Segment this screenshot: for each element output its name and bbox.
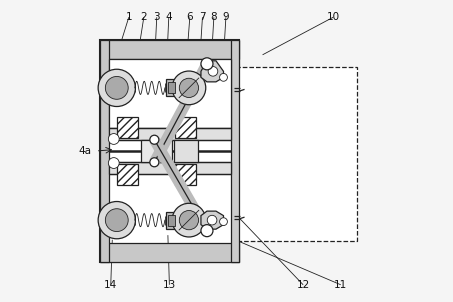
Text: 13: 13 — [163, 280, 176, 290]
Polygon shape — [201, 61, 223, 82]
Bar — [117, 117, 138, 138]
Bar — [100, 40, 239, 262]
Bar — [100, 243, 239, 262]
Circle shape — [106, 76, 128, 99]
Circle shape — [220, 73, 227, 81]
Circle shape — [106, 209, 128, 232]
Text: 1: 1 — [125, 12, 132, 22]
Circle shape — [208, 66, 218, 76]
Text: 12: 12 — [297, 280, 310, 290]
Circle shape — [108, 133, 119, 144]
Polygon shape — [201, 211, 223, 229]
Text: 3: 3 — [154, 12, 160, 22]
Bar — [117, 164, 138, 185]
Circle shape — [150, 135, 159, 144]
Bar — [174, 140, 198, 162]
Text: 9: 9 — [222, 12, 229, 22]
Circle shape — [207, 215, 217, 225]
Bar — [141, 140, 173, 162]
Bar — [237, 67, 357, 241]
Text: 4a: 4a — [79, 146, 92, 156]
Circle shape — [179, 210, 198, 230]
Circle shape — [172, 203, 206, 237]
Bar — [231, 40, 239, 262]
Text: 14: 14 — [104, 280, 117, 290]
Circle shape — [172, 71, 206, 105]
Bar — [100, 40, 239, 59]
Circle shape — [201, 58, 213, 70]
Bar — [109, 128, 231, 140]
Bar — [109, 59, 231, 128]
Text: 4: 4 — [165, 12, 172, 22]
Bar — [168, 82, 175, 93]
Bar — [166, 79, 179, 96]
Text: 8: 8 — [211, 12, 217, 22]
Bar — [175, 164, 197, 185]
Circle shape — [98, 69, 135, 107]
Bar — [168, 215, 175, 226]
Bar — [109, 162, 231, 174]
Bar — [100, 40, 109, 262]
Circle shape — [108, 158, 119, 169]
Text: 7: 7 — [199, 12, 206, 22]
Text: 6: 6 — [187, 12, 193, 22]
Bar — [166, 212, 179, 229]
Circle shape — [150, 158, 159, 167]
Text: 2: 2 — [140, 12, 147, 22]
Circle shape — [220, 218, 227, 226]
Circle shape — [201, 225, 213, 237]
Circle shape — [98, 201, 135, 239]
Circle shape — [179, 78, 198, 98]
Bar — [175, 117, 197, 138]
Text: 10: 10 — [327, 12, 340, 22]
Text: 11: 11 — [334, 280, 347, 290]
